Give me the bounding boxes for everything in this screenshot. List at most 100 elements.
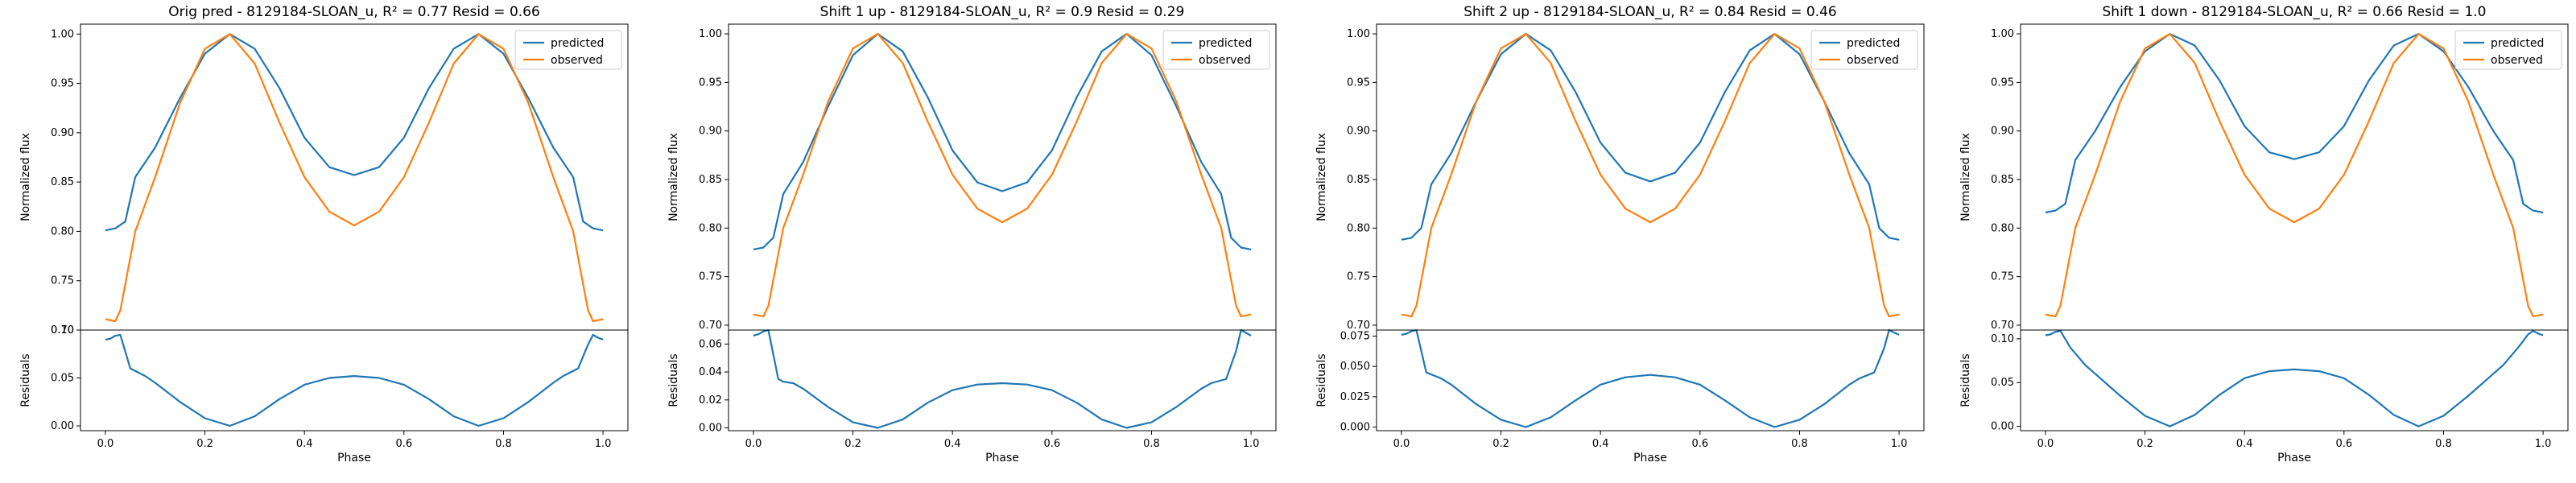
subplot-4: Shift 1 down - 8129184-SLOAN_u, R² = 0.6… [1959,4,2569,464]
series-observed-line [753,32,1252,318]
xtick-label: 0.0 [97,438,114,450]
xtick-label: 0.8 [2435,438,2452,450]
legend-label-observed: observed [1199,54,1251,67]
top-ytick-label: 0.85 [1991,174,2014,186]
xtick-label: 1.0 [1243,438,1260,450]
top-ytick-label: 0.95 [699,76,722,89]
bottom-axes-frame [1376,329,1925,431]
bottom-ylabel: Residuals [667,353,680,407]
bottom-ytick-label: 0.10 [51,324,74,336]
series-predicted-line [2045,32,2544,214]
legend: predicted observed [514,30,622,70]
subplot-title: Shift 1 up - 8129184-SLOAN_u, R² = 0.9 R… [820,4,1185,20]
top-ytick-label: 0.85 [51,176,74,188]
xtick-label: 0.4 [1592,438,1609,450]
xtick-label: 0.4 [944,438,961,450]
xtick-label: 0.2 [2136,438,2153,450]
xtick-label: 0.0 [745,438,762,450]
series-predicted-line [105,33,604,232]
top-ytick-label: 0.75 [699,271,722,283]
top-ytick-label: 1.00 [1991,28,2014,40]
top-ytick-label: 0.90 [1991,126,2014,138]
top-ytick-label: 0.80 [1991,222,2014,234]
top-ylabel: Normalized flux [667,133,680,221]
series-predicted-line [1401,32,1900,241]
xtick-label: 0.2 [196,438,213,450]
residuals-line [2045,330,2544,427]
bottom-ytick-label: 0.050 [1340,361,1370,373]
subplot-3: Shift 2 up - 8129184-SLOAN_u, R² = 0.84 … [1315,4,1925,464]
xlabel: Phase [1633,452,1667,464]
top-ytick-label: 1.00 [1347,28,1370,40]
top-ytick-label: 0.95 [1991,76,2014,89]
top-ytick-label: 0.95 [1347,76,1370,89]
top-ytick-label: 0.75 [51,275,74,287]
series-observed-line [1401,32,1900,318]
xlabel: Phase [985,452,1019,464]
top-ylabel: Normalized flux [1959,133,1972,221]
top-ytick-label: 0.70 [1991,320,2014,332]
bottom-ytick-label: 0.06 [699,338,722,350]
xtick-label: 0.6 [395,438,412,450]
bottom-ytick-label: 0.00 [1991,421,2014,433]
legend: predicted observed [1162,30,1270,70]
legend: predicted observed [2454,30,2562,70]
bottom-ytick-label: 0.05 [51,373,74,385]
subplot-title: Shift 1 down - 8129184-SLOAN_u, R² = 0.6… [2103,4,2487,20]
bottom-ytick-label: 0.00 [699,423,722,435]
top-ytick-label: 0.80 [699,222,722,234]
bottom-ytick-label: 0.025 [1340,391,1370,403]
top-ytick-label: 0.70 [51,324,74,336]
bottom-axes-frame [728,329,1277,431]
legend-label-predicted: predicted [1199,37,1252,50]
bottom-ytick-label: 0.000 [1340,421,1370,433]
xlabel: Phase [337,452,371,464]
top-ytick-label: 1.00 [51,28,74,40]
subplot-2: Shift 1 up - 8129184-SLOAN_u, R² = 0.9 R… [667,4,1277,464]
xtick-label: 0.4 [296,438,313,450]
subplot-1: Orig pred - 8129184-SLOAN_u, R² = 0.77 R… [19,4,629,464]
xtick-label: 0.8 [1791,438,1808,450]
top-ytick-label: 0.80 [1347,222,1370,234]
top-ytick-label: 0.85 [1347,174,1370,186]
xtick-label: 0.8 [1143,438,1160,450]
residuals-line [105,333,604,427]
bottom-ylabel: Residuals [1959,353,1972,407]
subplot-title: Shift 2 up - 8129184-SLOAN_u, R² = 0.84 … [1463,4,1837,20]
legend-label-predicted: predicted [2491,37,2544,50]
xtick-label: 0.0 [1393,438,1410,450]
legend-label-predicted: predicted [551,37,604,50]
xtick-label: 0.0 [2037,438,2054,450]
bottom-ytick-label: 0.075 [1340,331,1370,343]
top-ytick-label: 0.95 [51,78,74,90]
xtick-label: 0.6 [1043,438,1060,450]
top-ytick-label: 0.90 [1347,126,1370,138]
legend-label-predicted: predicted [1847,37,1900,50]
top-ylabel: Normalized flux [1315,133,1328,221]
residuals-line [753,328,1252,429]
top-ytick-label: 0.90 [51,127,74,139]
top-ytick-label: 0.90 [699,126,722,138]
legend-label-observed: observed [1847,54,1899,67]
xtick-label: 1.0 [2535,438,2552,450]
xtick-label: 0.2 [844,438,861,450]
series-observed-line [2045,32,2544,318]
bottom-ylabel: Residuals [1315,353,1328,407]
top-ytick-label: 0.75 [1347,271,1370,283]
xtick-label: 0.6 [2335,438,2352,450]
xtick-label: 0.2 [1492,438,1509,450]
bottom-axes-frame [2020,329,2569,431]
series-observed-line [105,33,604,323]
bottom-axes-frame [80,329,629,431]
bottom-ytick-label: 0.02 [699,394,722,407]
top-ylabel: Normalized flux [19,133,32,221]
top-ytick-label: 0.80 [51,225,74,237]
legend: predicted observed [1810,30,1918,70]
xtick-label: 1.0 [595,438,612,450]
xtick-label: 0.8 [495,438,512,450]
series-predicted-line [753,32,1252,250]
legend-label-observed: observed [2491,54,2543,67]
xlabel: Phase [2277,452,2311,464]
